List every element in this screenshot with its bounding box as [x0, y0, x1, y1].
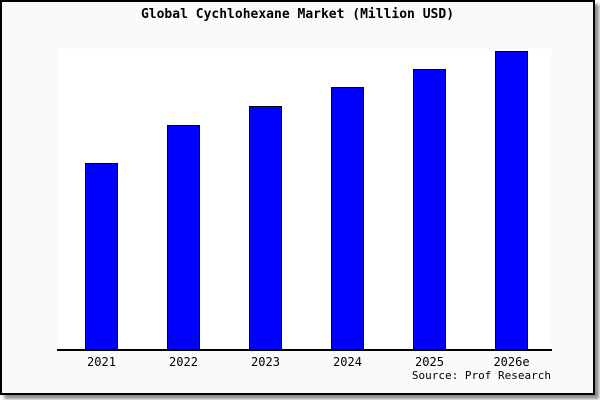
bar-2024	[331, 87, 364, 350]
x-tick-label-2023: 2023	[251, 355, 280, 369]
bar-2023	[249, 106, 282, 350]
x-tick-label-2022: 2022	[169, 355, 198, 369]
chart-title: Global Cychlohexane Market (Million USD)	[140, 7, 455, 22]
x-tick-label-2026e: 2026e	[493, 355, 530, 369]
x-tick-label-2021: 2021	[87, 355, 116, 369]
bar-2025	[413, 69, 446, 350]
x-tick-label-2025: 2025	[415, 355, 444, 369]
bar-2021	[85, 163, 118, 350]
x-axis-line	[57, 349, 552, 351]
bar-2026e	[495, 51, 528, 350]
bar-2022	[167, 125, 200, 350]
x-tick-label-2024: 2024	[333, 355, 362, 369]
source-note: Source: Prof Research	[411, 369, 551, 382]
plot-area	[58, 49, 551, 350]
